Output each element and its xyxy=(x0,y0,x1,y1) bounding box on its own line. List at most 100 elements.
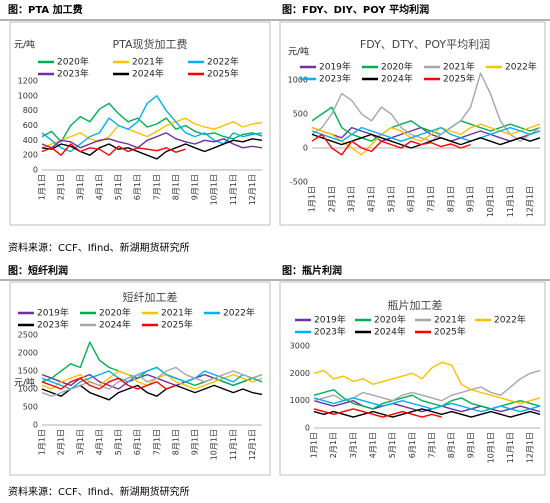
y-axis-label: 元/吨 xyxy=(14,39,35,51)
panel-caption: 图：PTA 加工费 xyxy=(8,3,83,16)
legend-label: 2019年 xyxy=(314,314,346,326)
series-line xyxy=(311,133,471,156)
legend-label: 2023年 xyxy=(314,326,346,338)
x-tick-label: 9月1日 xyxy=(467,432,476,458)
y-tick-label: 1200 xyxy=(18,77,38,86)
panel-caption: 图：短纤利润 xyxy=(8,264,68,277)
x-tick-label: 7月1日 xyxy=(426,186,435,212)
x-tick-label: 12月1日 xyxy=(248,429,257,460)
x-tick-label: 4月1日 xyxy=(95,174,104,200)
source-note: 资料来源：CCF、Ifind、新湖期货研究所 xyxy=(8,241,190,254)
x-tick-label: 5月1日 xyxy=(387,186,396,212)
series-line xyxy=(313,408,541,418)
legend-label: 2025年 xyxy=(443,73,475,85)
y-tick-label: 1000 xyxy=(18,385,38,394)
x-tick-label: 10月1日 xyxy=(486,432,495,463)
y-tick-label: -500 xyxy=(290,178,308,187)
legend-label: 2023年 xyxy=(37,319,69,331)
x-tick-label: 3月1日 xyxy=(347,186,356,212)
series-line xyxy=(313,397,541,413)
series-line xyxy=(311,133,541,149)
series-line xyxy=(311,123,541,156)
x-tick-label: 8月1日 xyxy=(447,432,456,458)
series-line xyxy=(311,106,541,142)
x-tick-label: 11月1日 xyxy=(506,186,515,217)
y-tick-label: 0 xyxy=(33,421,38,430)
legend-label: 2019年 xyxy=(319,61,351,73)
y-tick-label: 1000 xyxy=(288,76,308,85)
x-tick-label: 6月1日 xyxy=(407,186,416,212)
legend-label: 2022年 xyxy=(494,314,526,326)
x-tick-label: 11月1日 xyxy=(229,174,238,205)
series-line xyxy=(41,95,263,153)
panel-frame xyxy=(9,21,271,226)
y-tick-label: 800 xyxy=(23,106,38,115)
chart-title: 瓶片加工差 xyxy=(388,298,443,312)
y-tick-label: 600 xyxy=(23,121,38,130)
legend-label: 2020年 xyxy=(381,61,413,73)
x-tick-label: 1月1日 xyxy=(310,432,319,458)
x-tick-label: 3月1日 xyxy=(76,174,85,200)
series-line xyxy=(313,408,442,418)
chart-title: 短纤加工差 xyxy=(123,290,178,304)
y-tick-label: 0 xyxy=(33,166,38,175)
legend-label: 2024年 xyxy=(381,73,413,85)
x-tick-label: 4月1日 xyxy=(95,429,104,455)
legend-label: 2024年 xyxy=(374,326,406,338)
legend-label: 2020年 xyxy=(374,314,406,326)
x-tick-label: 9月1日 xyxy=(466,186,475,212)
legend-label: 2021年 xyxy=(443,61,475,73)
panel-caption: 图：瓶片利润 xyxy=(282,264,342,277)
y-tick-label: 500 xyxy=(293,110,308,119)
x-tick-label: 2月1日 xyxy=(329,432,338,458)
y-tick-label: 0 xyxy=(305,424,310,433)
y-tick-label: 2000 xyxy=(290,369,310,378)
x-tick-label: 12月1日 xyxy=(248,174,257,205)
y-tick-label: 1500 xyxy=(18,367,38,376)
x-tick-label: 2月1日 xyxy=(57,429,66,455)
legend-label: 2023年 xyxy=(319,73,351,85)
legend-label: 2021年 xyxy=(161,307,193,319)
legend-label: 2025年 xyxy=(434,326,466,338)
x-tick-label: 1月1日 xyxy=(308,186,317,212)
x-tick-label: 6月1日 xyxy=(408,432,417,458)
series-line xyxy=(311,72,541,142)
x-tick-label: 12月1日 xyxy=(526,432,535,463)
source-note: 资料来源：CCF、Ifind、新湖期货研究所 xyxy=(8,485,190,498)
y-tick-label: 0 xyxy=(303,144,308,153)
series-line xyxy=(313,361,541,405)
y-tick-label: 200 xyxy=(23,151,38,160)
x-tick-label: 1月1日 xyxy=(38,174,47,200)
y-axis-label: 元/吨 xyxy=(14,377,35,389)
x-tick-label: 12月1日 xyxy=(526,186,535,217)
series-line xyxy=(41,366,263,397)
legend-label: 2025年 xyxy=(161,319,193,331)
x-tick-label: 2月1日 xyxy=(57,174,66,200)
y-tick-label: 3000 xyxy=(290,342,310,351)
x-tick-label: 11月1日 xyxy=(506,432,515,463)
legend-label: 2020年 xyxy=(57,56,89,68)
panel-caption: 图：FDY、DIY、POY 平均利润 xyxy=(282,3,429,16)
series-line xyxy=(41,102,263,143)
x-tick-label: 10月1日 xyxy=(210,429,219,460)
series-line xyxy=(41,370,263,390)
x-tick-label: 9月1日 xyxy=(191,174,200,200)
x-tick-label: 3月1日 xyxy=(349,432,358,458)
x-tick-label: 11月1日 xyxy=(229,429,238,460)
y-tick-label: 2000 xyxy=(18,349,38,358)
legend-label: 2022年 xyxy=(505,61,537,73)
x-tick-label: 4月1日 xyxy=(368,432,377,458)
chart-title: PTA现货加工费 xyxy=(112,37,187,51)
x-tick-label: 6月1日 xyxy=(133,429,142,455)
x-tick-label: 10月1日 xyxy=(486,186,495,217)
x-tick-label: 10月1日 xyxy=(210,174,219,205)
series-line xyxy=(311,126,541,142)
x-tick-label: 7月1日 xyxy=(427,432,436,458)
y-tick-label: 1000 xyxy=(290,396,310,405)
series-line xyxy=(313,389,541,410)
panel-frame xyxy=(279,281,546,476)
legend-label: 2022年 xyxy=(223,307,255,319)
legend-label: 2022年 xyxy=(207,56,239,68)
x-tick-label: 4月1日 xyxy=(367,186,376,212)
